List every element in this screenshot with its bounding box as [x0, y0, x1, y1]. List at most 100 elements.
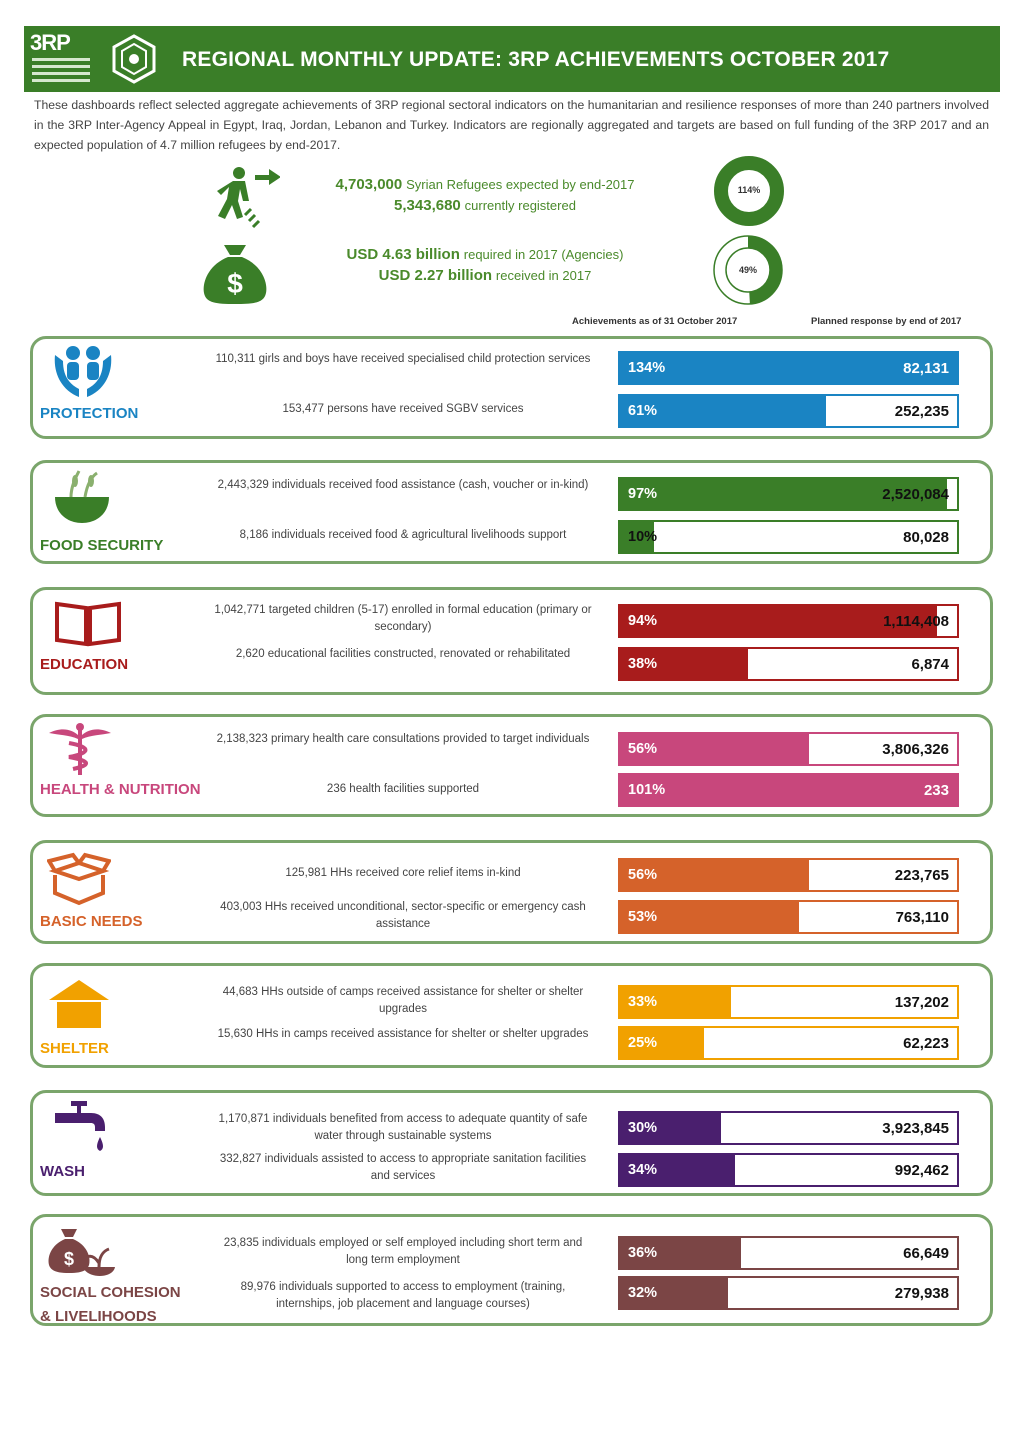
progress-bar-fill — [620, 1278, 728, 1308]
progress-bar-fill — [620, 734, 809, 764]
indicator-text: 15,630 HHs in camps received assistance … — [217, 1028, 589, 1040]
sector-name: EDUCATION — [40, 656, 129, 673]
refugees-registered-value: 5,343,680 — [394, 197, 461, 214]
progress-bar-fill — [620, 1238, 742, 1268]
achievement-percent: 94% — [628, 613, 658, 629]
indicator-text: 23,835 individuals employed or self empl… — [223, 1237, 583, 1266]
water-tap-icon — [51, 1099, 115, 1160]
achievement-percent: 53% — [628, 909, 658, 925]
progress-bar-fill — [620, 353, 957, 383]
sector-basic-needs: BASIC NEEDS 125,981 HHs received core rel… — [30, 840, 993, 944]
achievement-percent: 36% — [628, 1245, 658, 1261]
planned-target: 233 — [923, 782, 949, 799]
wheat-bowl-icon — [49, 469, 115, 530]
money-bag-plant-icon: $ — [47, 1227, 117, 1288]
progress-bar: 56% 3,806,326 — [618, 732, 959, 766]
progress-bar: 94% 1,114,408 — [618, 604, 959, 638]
progress-bar-fill — [620, 902, 799, 932]
funding-received-label: received in 2017 — [495, 268, 592, 283]
sector-name-line1: SOCIAL COHESION — [40, 1284, 181, 1301]
achievement-percent: 134% — [628, 360, 666, 376]
sector-health-and-nutrition: HEALTH & NUTRITION 2,138,323 primary heal… — [30, 714, 993, 817]
indicator-text: 153,477 persons have received SGBV servi… — [282, 403, 524, 415]
refugees-donut-chart — [714, 156, 784, 226]
achievement-percent: 33% — [628, 994, 658, 1010]
planned-target: 3,923,845 — [882, 1120, 949, 1137]
indicator-text: 2,620 educational facilities constructed… — [235, 648, 571, 660]
indicator-text: 2,443,329 individuals received food assi… — [217, 479, 589, 491]
progress-bar-fill — [620, 606, 937, 636]
indicator-text: 110,311 girls and boys have received spe… — [215, 353, 591, 365]
indicator-text: 236 health facilities supported — [326, 783, 480, 795]
funding-summary: USD 4.63 billion required in 2017 (Agenc… — [300, 246, 670, 284]
progress-bar: 38% 6,874 — [618, 647, 959, 681]
progress-bar-fill — [620, 987, 732, 1017]
planned-target: 279,938 — [894, 1285, 949, 1302]
indicator-text: 1,170,871 individuals benefited from acc… — [218, 1113, 588, 1142]
progress-bar: 34% 992,462 — [618, 1153, 959, 1187]
progress-bar-fill — [620, 649, 749, 679]
indicator-text: 403,003 HHs received unconditional, sect… — [220, 901, 586, 930]
progress-bar-fill — [620, 479, 947, 509]
achievement-percent: 32% — [628, 1285, 658, 1301]
svg-text:$: $ — [64, 1249, 74, 1269]
achievements-column-header: Achievements as of 31 October 2017 — [572, 316, 738, 327]
refugees-summary: 4,703,000 Syrian Refugees expected by en… — [300, 176, 670, 214]
planned-target: 252,235 — [894, 403, 949, 420]
3rp-logo: 3RP — [28, 28, 162, 90]
sector-wash: WASH 1,170,871 individuals benefited from… — [30, 1090, 993, 1196]
progress-bar-fill — [620, 1028, 705, 1058]
page-title: REGIONAL MONTHLY UPDATE: 3RP ACHIEVEMENT… — [182, 48, 890, 71]
progress-bar: 97% 2,520,084 — [618, 477, 959, 511]
funding-donut-label: 49% — [738, 265, 757, 275]
house-icon — [47, 978, 111, 1035]
achievement-percent: 30% — [628, 1120, 658, 1136]
achievement-percent: 101% — [628, 782, 666, 798]
indicator-text: 89,976 individuals supported to access t… — [240, 1281, 566, 1310]
sector-name: BASIC NEEDS — [40, 913, 143, 930]
sector-name: SOCIAL COHESION & LIVELIHOODS — [40, 1281, 181, 1329]
progress-bar: 32% 279,938 — [618, 1276, 959, 1310]
progress-bar: 30% 3,923,845 — [618, 1111, 959, 1145]
refugees-expected-value: 4,703,000 — [335, 176, 403, 193]
planned-target: 992,462 — [894, 1162, 949, 1179]
funding-required-label: required in 2017 (Agencies) — [463, 247, 624, 262]
money-bag-icon: $ — [203, 245, 267, 304]
logo-subtext-lines — [32, 58, 90, 86]
sector-name: FOOD SECURITY — [40, 537, 164, 554]
progress-bar-fill — [620, 396, 826, 426]
planned-target: 137,202 — [894, 994, 949, 1011]
indicator-text: 332,827 individuals assisted to access t… — [219, 1153, 587, 1182]
progress-bar: 36% 66,649 — [618, 1236, 959, 1270]
sector-shelter: SHELTER 44,683 HHs outside of camps recei… — [30, 963, 993, 1068]
intro-paragraph: These dashboards reflect selected aggreg… — [34, 98, 989, 152]
indicator-text: 125,981 HHs received core relief items i… — [285, 867, 521, 879]
sector-name-line2: & LIVELIHOODS — [40, 1308, 157, 1325]
sector-name: HEALTH & NUTRITION — [40, 781, 201, 798]
achievement-percent: 56% — [628, 741, 658, 757]
indicator-text: 2,138,323 primary health care consultati… — [216, 733, 590, 745]
achievement-percent: 56% — [628, 867, 658, 883]
planned-target: 62,223 — [903, 1035, 949, 1052]
planned-target: 80,028 — [903, 529, 949, 546]
sector-name: SHELTER — [40, 1040, 109, 1057]
progress-bar-fill — [620, 775, 957, 805]
sector-name: WASH — [40, 1163, 85, 1180]
refugees-expected-label: Syrian Refugees expected by end-2017 — [406, 177, 635, 192]
logo-text: 3RP — [30, 30, 71, 55]
funding-donut-arc — [714, 236, 782, 304]
book-icon — [53, 598, 123, 653]
progress-bar: 101% 233 — [618, 773, 959, 807]
planned-target: 223,765 — [894, 867, 949, 884]
logo-emblem-icon — [112, 34, 156, 84]
caduceus-icon — [47, 723, 113, 782]
progress-bar-fill — [620, 522, 654, 552]
walking-refugee-icon — [217, 167, 280, 229]
planned-target: 6,874 — [911, 656, 949, 673]
progress-bar: 10% 80,028 — [618, 520, 959, 554]
planned-target: 2,520,084 — [882, 486, 949, 503]
indicator-text: 1,042,771 targeted children (5-17) enrol… — [214, 604, 592, 633]
progress-bar: 25% 62,223 — [618, 1026, 959, 1060]
sector-social-cohesion-and-livelihoods: $ SOCIAL COHESION & LIVELIHOODS 23,835 ind… — [30, 1214, 993, 1326]
funding-received-value: USD 2.27 billion — [378, 267, 493, 284]
